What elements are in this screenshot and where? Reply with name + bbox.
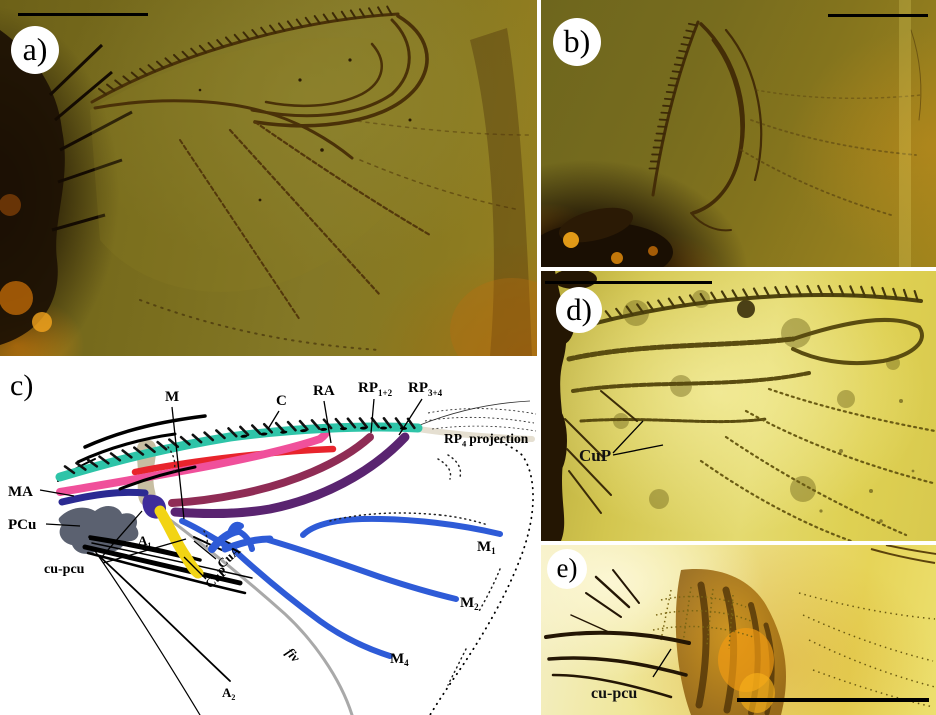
panel-b-photo-art <box>541 0 922 267</box>
dark-inclusion <box>737 300 755 318</box>
c-pointer-line <box>267 410 280 430</box>
label-RA: RA <box>313 383 335 399</box>
panel-e-photo-art: cu-pcu <box>544 545 936 715</box>
label-cu-pcu: cu-pcu <box>44 562 85 577</box>
label-C: C <box>276 393 287 409</box>
m-pointer-line <box>171 406 185 520</box>
amber-glow <box>739 673 775 713</box>
label-MA: MA <box>8 484 33 500</box>
diagram-labels: M C RA RP1+2 RP3+4 RP4 projection MA PCu … <box>8 380 529 702</box>
pcu-pointer-line <box>45 523 81 527</box>
wing-veins <box>544 569 691 699</box>
speckles <box>819 399 915 523</box>
label-M4: M4 <box>390 651 409 668</box>
cubital-complex <box>142 494 255 579</box>
label-M2: M2 <box>460 595 479 612</box>
edge-hairs <box>870 545 936 564</box>
panel-c-label: c) <box>10 369 34 402</box>
amber-inclusions <box>198 58 412 202</box>
fold-line-fiv <box>148 503 354 715</box>
scale-bar <box>545 281 712 284</box>
radial-veins <box>56 427 410 519</box>
label-RP1+2: RP1+2 <box>358 380 393 398</box>
panel-b-label: b) <box>553 18 601 66</box>
cupcu-pointer-line <box>102 538 187 564</box>
panel-a-photo-art <box>0 5 537 356</box>
cup-annotation: CuP <box>579 420 664 465</box>
panel-c-diagram: c) <box>0 359 537 715</box>
speckle-textures <box>167 446 501 686</box>
insect-body-silhouette <box>0 30 133 345</box>
pcu-blob <box>58 505 139 554</box>
media-veins <box>179 515 503 659</box>
insect-body-silhouette <box>541 207 673 267</box>
rp34-pointer-line <box>398 398 423 436</box>
scale-bar <box>828 14 928 17</box>
setae-comb <box>604 284 919 321</box>
venation-diagram: M C RA RP1+2 RP3+4 RP4 projection MA PCu … <box>8 380 537 715</box>
scale-bar <box>737 698 929 702</box>
label-RP4-projection: RP4 projection <box>444 431 529 449</box>
fringe-hairs <box>798 592 936 708</box>
scale-bar <box>18 13 148 16</box>
costa-vein <box>55 414 423 491</box>
cupcu-pointer-line <box>99 510 143 560</box>
panel-d-photo-art: CuP <box>541 271 936 541</box>
wing-margin-dotted <box>423 429 534 715</box>
cup-pointer-line <box>612 420 644 454</box>
label-A1: A1 <box>138 533 151 550</box>
wing-veins <box>564 284 936 541</box>
setae-comb <box>63 417 416 475</box>
panel-b-photo: b) <box>541 0 936 267</box>
ma-pointer-line <box>39 489 75 497</box>
ra-pointer-line <box>323 400 332 444</box>
cupcu-label: cu-pcu <box>591 685 637 702</box>
label-M1: M1 <box>477 539 496 556</box>
cup-label: CuP <box>579 446 611 465</box>
panel-e-label: e) <box>547 549 587 589</box>
panel-a-photo: a) <box>0 0 537 356</box>
cupcu-pointer-line <box>652 648 672 678</box>
panel-a-label: a) <box>11 26 59 74</box>
anal-veins <box>82 535 253 715</box>
costa-dashes <box>240 426 408 438</box>
panel-d-photo: CuP d) <box>541 271 936 541</box>
panel-d-label: d) <box>556 287 602 333</box>
amber-light-strip <box>899 0 911 267</box>
insect-body-silhouette <box>541 271 597 541</box>
cua-pointer-line <box>193 540 217 560</box>
label-RP3+4: RP3+4 <box>408 380 443 398</box>
label-PCu: PCu <box>8 517 36 533</box>
cup-pointer-line <box>612 444 664 456</box>
setae-comb <box>97 5 393 96</box>
rp12-pointer-line <box>370 398 375 434</box>
setae-comb <box>648 22 698 170</box>
amber-crack <box>470 28 532 356</box>
wing-veins <box>648 20 922 232</box>
membrane-mesh <box>652 586 754 650</box>
wing-veins <box>90 5 531 351</box>
cup-pointer-line <box>183 556 207 580</box>
label-A2: A2 <box>222 685 235 702</box>
panel-e-photo: cu-pcu e) <box>541 545 936 715</box>
label-fiv: fiv <box>283 645 303 665</box>
cupcu-annotation: cu-pcu <box>591 648 672 702</box>
rp4-projection-vein <box>415 400 537 442</box>
amber-glow <box>450 278 537 356</box>
label-M: M <box>165 389 179 405</box>
